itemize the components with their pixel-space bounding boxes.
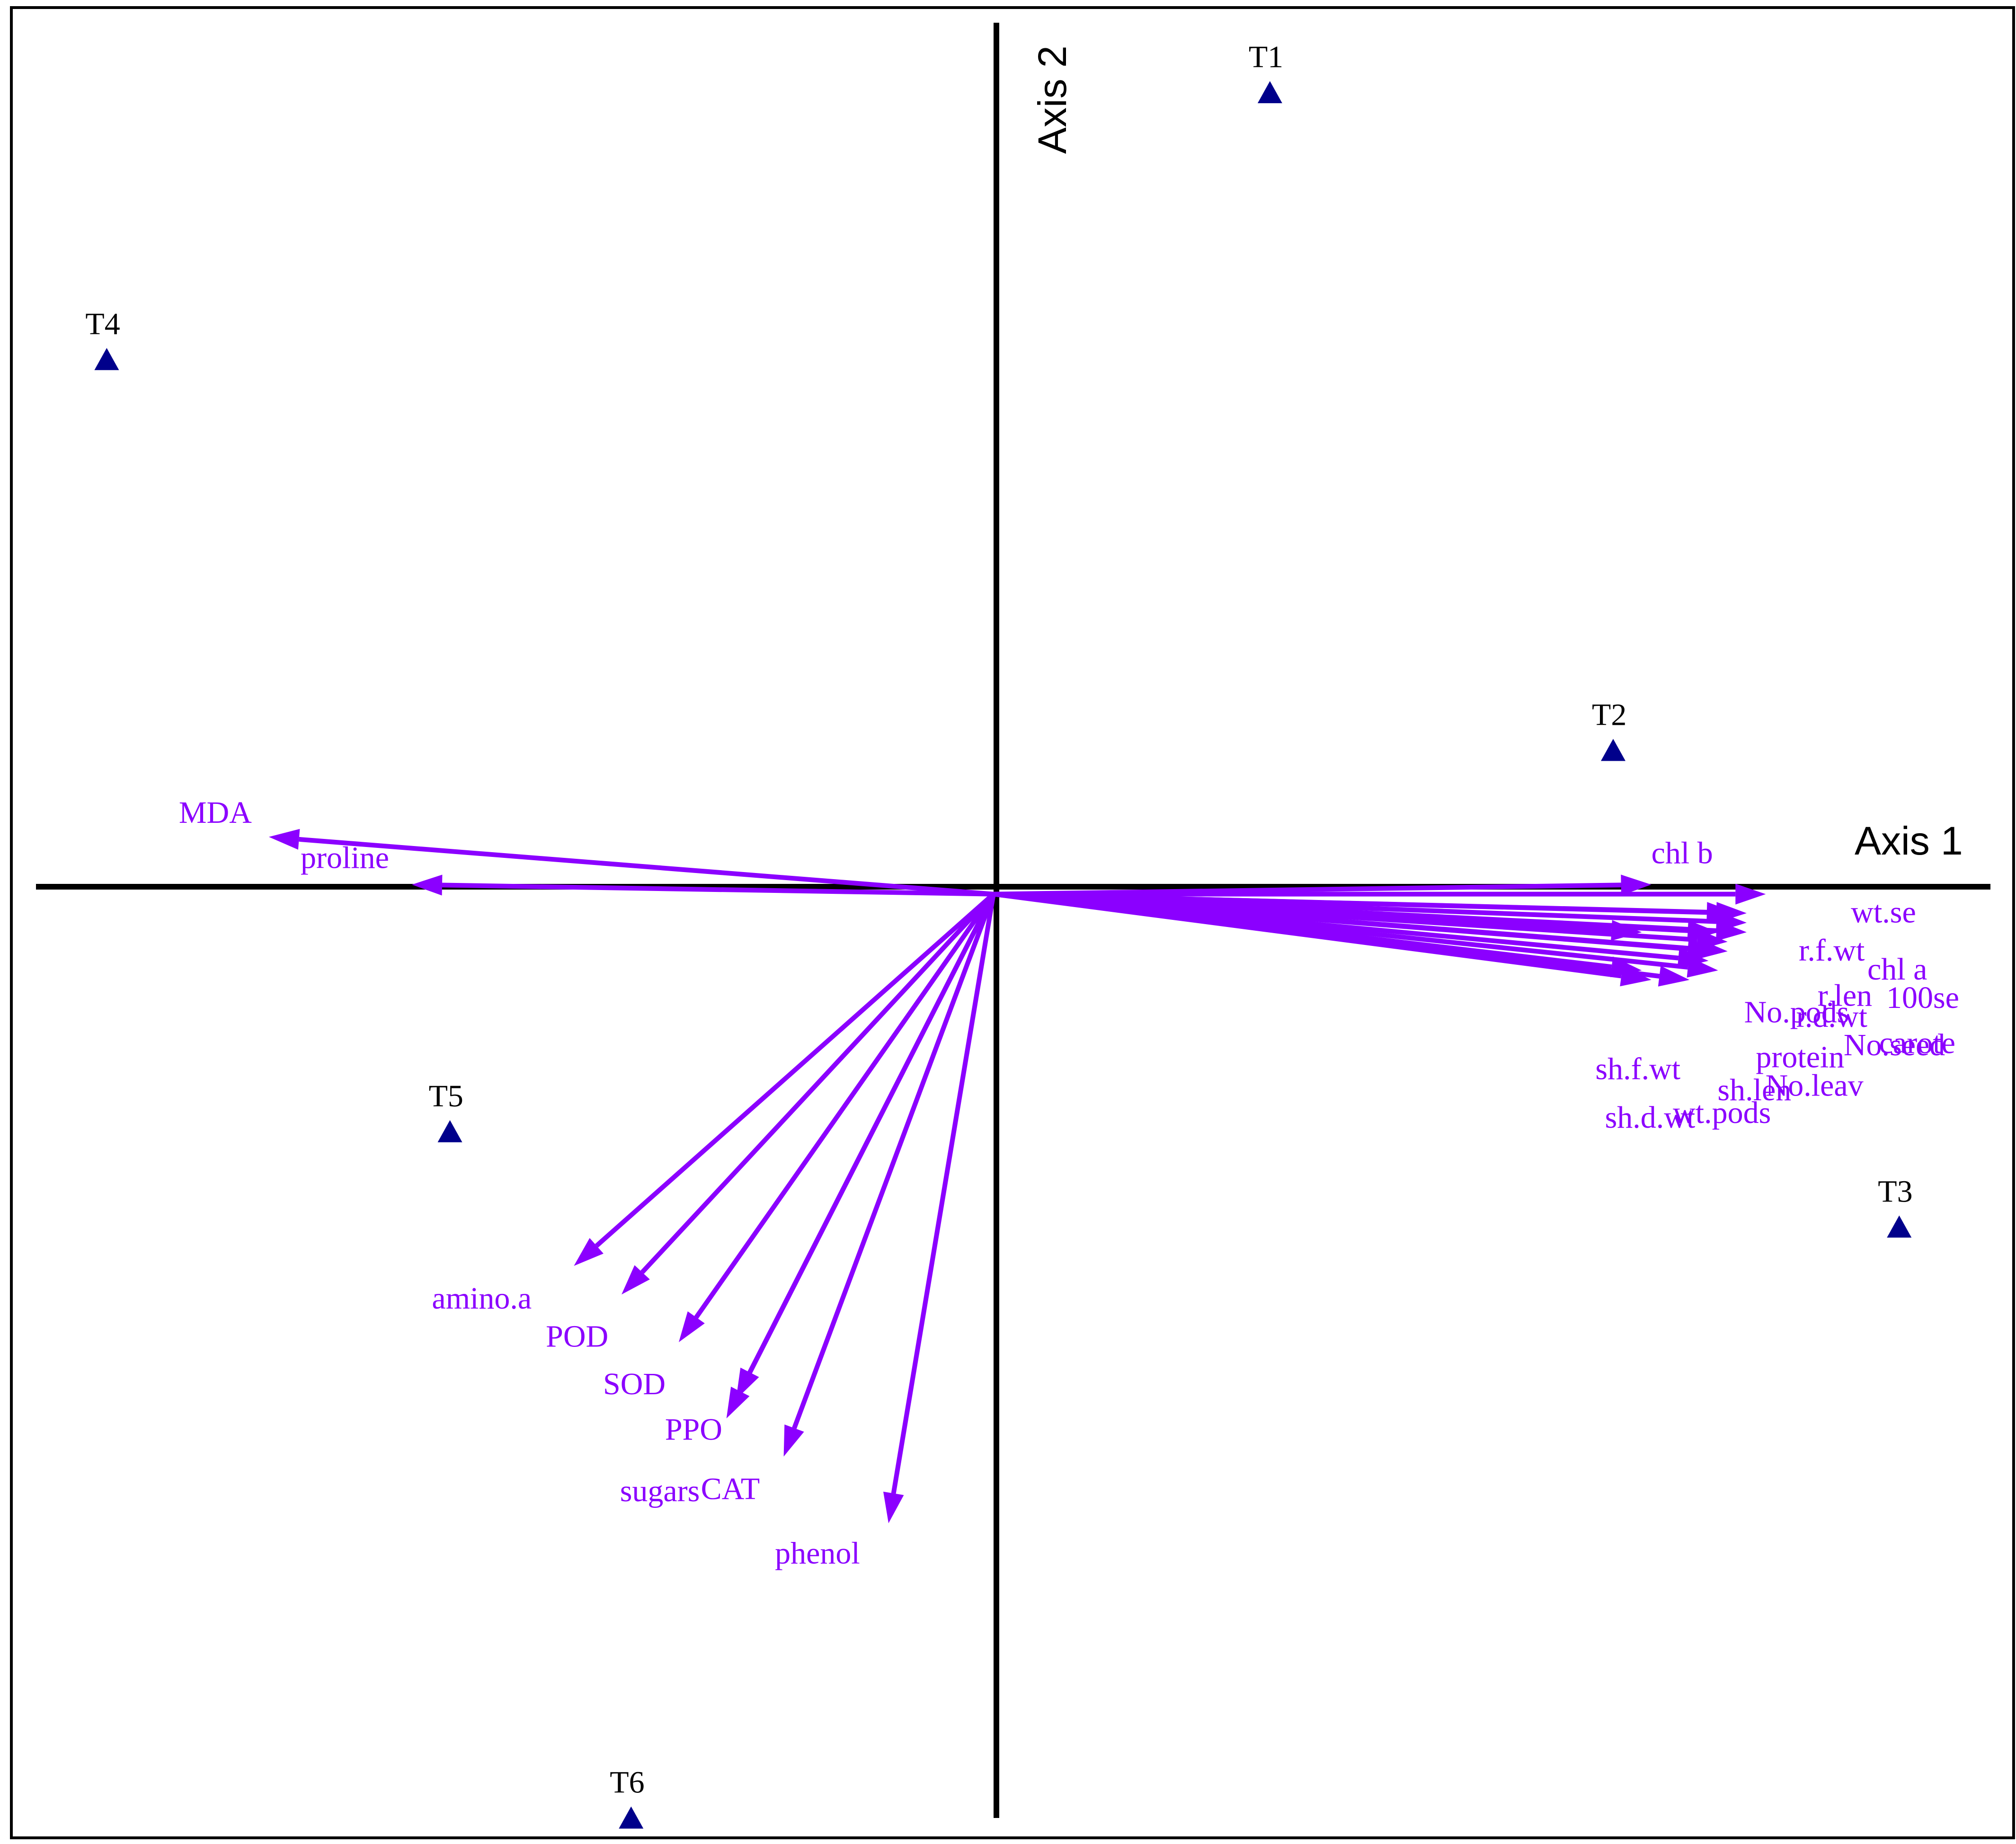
arrowhead: [1735, 883, 1766, 905]
site-marker: [94, 348, 119, 370]
site-label: T1: [1249, 40, 1283, 74]
site-T4: T4: [85, 307, 120, 370]
x-axis-title: Axis 1: [1855, 819, 1963, 863]
site-T2: T2: [1592, 698, 1626, 761]
vector-label: chl b: [1652, 836, 1713, 870]
vector-label: SOD: [603, 1367, 666, 1401]
vector-label: PPO: [665, 1412, 722, 1447]
arrowhead: [1696, 938, 1728, 960]
arrowhead: [268, 828, 300, 850]
vector-label: sh.len: [1717, 1073, 1791, 1107]
site-marker: [619, 1806, 644, 1829]
vector-sh.d.wt: sh.d.wt: [993, 891, 1696, 1135]
arrowhead: [1706, 902, 1737, 923]
vector-label: r.len: [1818, 978, 1872, 1013]
site-label: T3: [1878, 1174, 1912, 1209]
arrowhead: [1658, 966, 1690, 987]
vector-line: [792, 893, 996, 1429]
arrowhead: [1620, 965, 1652, 987]
vector-label: sh.f.wt: [1595, 1052, 1680, 1087]
arrowhead: [1621, 874, 1652, 896]
site-T1: T1: [1249, 40, 1283, 104]
vector-POD: POD: [546, 892, 995, 1354]
vector-label: CAT: [701, 1472, 760, 1506]
arrowhead: [574, 1238, 604, 1266]
vector-line: [738, 893, 996, 1393]
vector-label: phenol: [775, 1536, 860, 1571]
site-T5: T5: [429, 1079, 463, 1142]
site-marker: [1601, 739, 1625, 761]
arrowhead: [726, 1387, 750, 1418]
vector-label: proline: [301, 840, 389, 875]
vector-label: wt.pods: [1673, 1096, 1771, 1130]
site-label: T2: [1592, 698, 1626, 732]
arrowhead: [679, 1311, 705, 1342]
vector-line: [299, 837, 994, 897]
arrowhead: [1687, 920, 1718, 941]
site-label: T4: [85, 307, 120, 341]
site-marker: [1887, 1215, 1912, 1238]
vector-line: [442, 882, 994, 897]
site-marker: [1257, 81, 1282, 104]
arrowhead: [1677, 947, 1709, 969]
arrowhead: [1687, 957, 1718, 978]
vector-label: MDA: [179, 795, 252, 830]
vector-line: [640, 892, 995, 1274]
vector-label: wt.se: [1851, 895, 1916, 930]
vector-label: r.d.wt: [1796, 999, 1867, 1034]
vector-line: [595, 892, 995, 1248]
site-label: T5: [429, 1079, 463, 1114]
arrowhead: [1716, 920, 1747, 941]
vector-label: POD: [546, 1319, 608, 1354]
arrowhead: [412, 874, 443, 896]
vector-No.seed: No.seed: [993, 891, 1945, 1062]
vector-label: No.seed: [1844, 1028, 1945, 1062]
vector-MDA: MDA: [179, 795, 994, 897]
vector-label: No.pods: [1744, 995, 1849, 1029]
vector-line: [993, 891, 1612, 933]
y-axis-title: Axis 2: [1030, 45, 1075, 154]
vector-label: chl a: [1867, 952, 1927, 987]
vector-label: 100se: [1886, 980, 1959, 1015]
vector-label: sh.d.wt: [1605, 1100, 1696, 1135]
vector-CAT: CAT: [701, 893, 996, 1506]
arrowhead: [883, 1491, 904, 1523]
site-label: T6: [610, 1765, 644, 1800]
vector-proline: proline: [301, 840, 994, 897]
vector-phenol: phenol: [775, 893, 996, 1571]
site-T3: T3: [1878, 1174, 1913, 1238]
site-markers: T1 T2 T3 T4 T5 T6: [85, 40, 1913, 1829]
vector-sugars: sugars: [620, 893, 996, 1508]
vector-line: [993, 891, 1622, 979]
vector-label: amino.a: [432, 1281, 532, 1316]
site-T6: T6: [610, 1765, 645, 1829]
vector-wt.se: wt.se: [993, 883, 1916, 930]
vector-line: [993, 891, 1707, 915]
arrowhead: [622, 1265, 650, 1295]
vector-label: protein: [1756, 1040, 1844, 1075]
vector-SOD: SOD: [603, 892, 995, 1401]
vector-amino.a: amino.a: [432, 892, 995, 1316]
arrowhead: [783, 1424, 804, 1457]
vector-label: No.leav: [1766, 1069, 1864, 1103]
site-marker: [437, 1120, 462, 1142]
vector-line: [891, 893, 996, 1494]
vector-sh.len: sh.len: [993, 891, 1791, 1107]
plot-frame: [10, 6, 2015, 1839]
vector-line: [694, 892, 995, 1319]
arrowhead: [1611, 920, 1642, 941]
vector-label: r.f.wt: [1799, 933, 1865, 968]
vector-label: sugars: [620, 1474, 700, 1508]
vector-label: carote: [1879, 1025, 1955, 1060]
